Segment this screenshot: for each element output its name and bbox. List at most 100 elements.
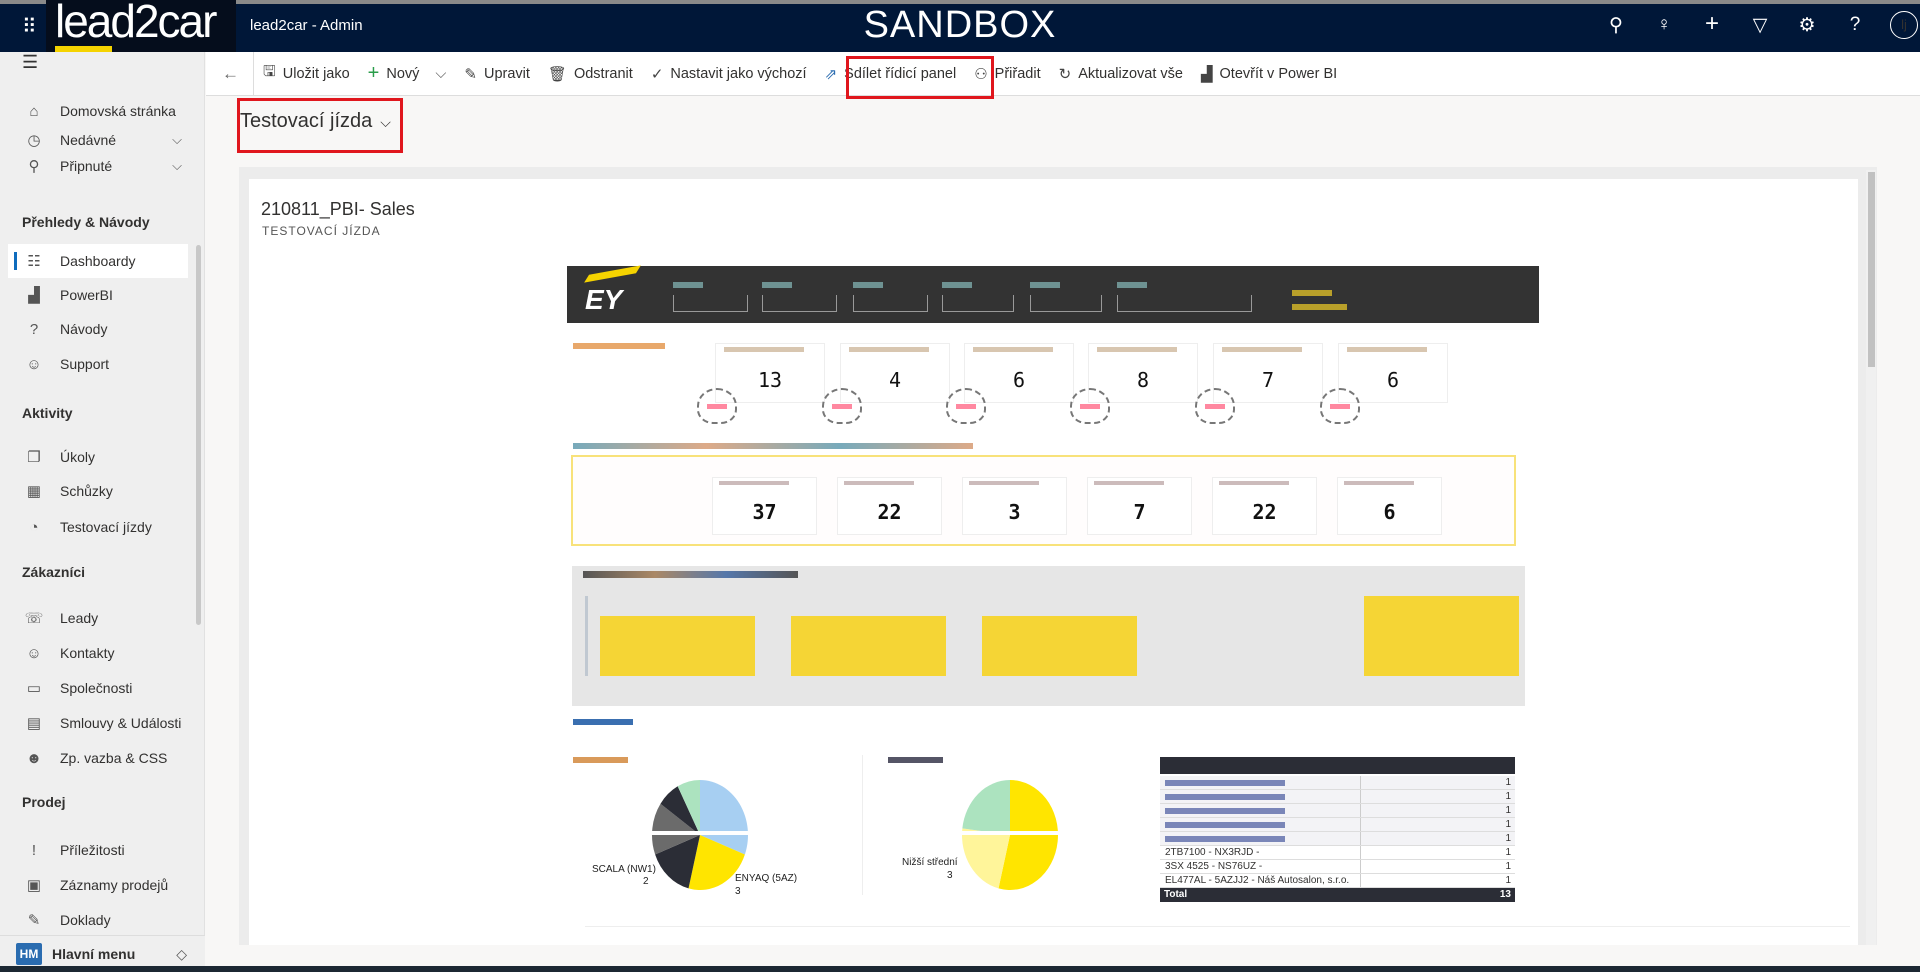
pencil-icon: ✎ bbox=[464, 65, 477, 83]
sidebar-item-test-drives[interactable]: ◔ Testovací jízdy bbox=[8, 510, 188, 544]
gauge bbox=[822, 388, 862, 424]
logo[interactable]: lead2car bbox=[55, 0, 217, 47]
ey-logo: EY bbox=[585, 284, 623, 315]
divider bbox=[862, 755, 863, 895]
delete-button[interactable]: 🗑 Odstranit bbox=[539, 52, 642, 96]
sidebar-item-support[interactable]: ☺ Support bbox=[8, 347, 188, 381]
sidebar-item-tasks[interactable]: ❐ Úkoly bbox=[8, 440, 188, 474]
kpi-label bbox=[1219, 481, 1289, 485]
plus-icon[interactable]: + bbox=[1704, 10, 1719, 37]
table-cell-value: 1 bbox=[1505, 861, 1511, 872]
assign-label: Přiřadit bbox=[994, 65, 1041, 82]
column-divider bbox=[1360, 860, 1361, 873]
sidebar-section-heading: Přehledy & Návody bbox=[22, 214, 150, 230]
report-scrollbar[interactable] bbox=[1866, 170, 1876, 945]
column-divider bbox=[1360, 790, 1361, 803]
table-row: 1 bbox=[1160, 832, 1515, 846]
settings-icon[interactable]: ⚙ bbox=[1798, 15, 1816, 36]
filter-slicer[interactable] bbox=[942, 295, 1014, 312]
sidebar-item-documents[interactable]: ✎ Doklady bbox=[8, 903, 188, 937]
new-button[interactable]: + Nový ⌵ bbox=[359, 52, 456, 96]
sidebar-item-opportunities[interactable]: ! Příležitosti bbox=[8, 833, 188, 867]
sidebar-item-label: Smlouvy & Události bbox=[60, 715, 182, 731]
share-dashboard-button[interactable]: ⇗ Sdílet řídicí panel bbox=[816, 52, 966, 96]
chevron-down-icon[interactable]: ⌵ bbox=[435, 65, 447, 82]
table-cell-name bbox=[1165, 822, 1285, 828]
save-as-button[interactable]: 🖫 Uložit jako bbox=[254, 52, 359, 96]
report-scrollbar-thumb[interactable] bbox=[1868, 172, 1875, 367]
edit-button[interactable]: ✎ Upravit bbox=[455, 52, 539, 96]
home-icon: ⌂ bbox=[29, 102, 39, 120]
sidebar-item-recent[interactable]: ◷ Nedávné ⌵ bbox=[8, 123, 188, 157]
sidebar-item-home[interactable]: ⌂ Domovská stránka bbox=[8, 94, 188, 128]
section-heading bbox=[573, 343, 665, 349]
kpi-label bbox=[1347, 347, 1427, 352]
filter-slicer[interactable] bbox=[762, 295, 837, 312]
guides-icon: ? bbox=[29, 320, 39, 338]
hamburger-icon[interactable]: ☰ bbox=[22, 52, 39, 72]
sidebar-scrollbar[interactable] bbox=[196, 245, 201, 625]
chevron-down-icon[interactable]: ⌵ bbox=[172, 158, 182, 173]
kpi-label bbox=[973, 347, 1053, 352]
filter-slicer[interactable] bbox=[1117, 295, 1252, 312]
sidebar-item-dashboards[interactable]: ☷ Dashboardy bbox=[8, 244, 188, 278]
lightbulb-icon[interactable]: ♀ bbox=[1656, 14, 1672, 35]
slicer-label bbox=[762, 282, 792, 288]
app-name[interactable]: lead2car - Admin bbox=[250, 17, 363, 34]
sidebar-item-powerbi[interactable]: ▟ PowerBI bbox=[8, 278, 188, 312]
chevron-down-icon[interactable]: ⌵ bbox=[172, 132, 182, 147]
filter-slicer[interactable] bbox=[1030, 295, 1102, 312]
meetings-icon: ▦ bbox=[26, 483, 42, 500]
sidebar-item-meetings[interactable]: ▦ Schůzky bbox=[8, 474, 188, 508]
help-icon[interactable]: ? bbox=[1849, 14, 1861, 35]
filter-slicer[interactable] bbox=[853, 295, 928, 312]
kpi-label bbox=[1097, 347, 1177, 352]
sidebar-item-sales-records[interactable]: ▣ Záznamy prodejů bbox=[8, 868, 188, 902]
sidebar-item-label: Návody bbox=[60, 321, 108, 337]
save-as-label: Uložit jako bbox=[282, 65, 350, 82]
kpi-value: 6 bbox=[1386, 368, 1400, 392]
table-cell-value: 1 bbox=[1505, 819, 1511, 830]
kpi-card: 6 bbox=[1338, 343, 1448, 403]
avatar[interactable]: lj bbox=[1890, 11, 1918, 39]
table-cell-name: 2TB7100 - NX3RJD - bbox=[1165, 847, 1260, 858]
dashboard-selector[interactable]: Testovací jízda ⌵ bbox=[240, 110, 391, 133]
slicer-label bbox=[1030, 282, 1060, 288]
sidebar-item-contacts[interactable]: ☺ Kontakty bbox=[8, 636, 188, 670]
sidebar-item-label: Domovská stránka bbox=[60, 103, 176, 119]
refresh-all-button[interactable]: ↻ Aktualizovat vše bbox=[1050, 52, 1192, 96]
table-cell-value: 1 bbox=[1505, 791, 1511, 802]
taskbar bbox=[0, 966, 1920, 972]
app-launcher-icon[interactable]: ⠿ bbox=[22, 16, 37, 38]
sidebar: ☰ ⌂ Domovská stránka ◷ Nedávné ⌵ ⚲ Připnuté ⌵ Př… bbox=[0, 52, 205, 972]
sidebar-item-label: Připnuté bbox=[60, 158, 113, 174]
sidebar-section-heading: Prodej bbox=[22, 794, 66, 810]
sidebar-item-companies[interactable]: ▭ Společnosti bbox=[8, 671, 188, 705]
assign-button[interactable]: ⚇ Přiřadit bbox=[965, 52, 1049, 96]
top-bar bbox=[0, 4, 1920, 52]
sidebar-item-leads[interactable]: ☏ Leady bbox=[8, 601, 188, 635]
sidebar-item-guides[interactable]: ? Návody bbox=[8, 312, 188, 346]
area-switcher[interactable]: HM Hlavní menu ◇ bbox=[0, 935, 205, 972]
kpi-label bbox=[1222, 347, 1302, 352]
sidebar-item-feedback[interactable]: ☻ Zp. vazba & CSS bbox=[8, 741, 188, 775]
feedback-icon: ☻ bbox=[26, 749, 42, 767]
pie-value: 3 bbox=[947, 870, 953, 881]
tasks-icon: ❐ bbox=[27, 449, 41, 466]
sidebar-item-contracts[interactable]: ▤ Smlouvy & Události bbox=[8, 706, 188, 740]
gauge bbox=[1320, 388, 1360, 424]
open-in-powerbi-button[interactable]: ▟ Otevřít v Power BI bbox=[1192, 52, 1346, 96]
opportunities-icon: ! bbox=[31, 841, 37, 859]
back-button[interactable]: ← bbox=[206, 51, 254, 96]
kpi-card: 6 bbox=[964, 343, 1074, 403]
column-divider bbox=[1360, 832, 1361, 845]
search-icon[interactable]: ⚲ bbox=[1609, 15, 1623, 36]
pie-label: ENYAQ (5AZ) bbox=[735, 873, 798, 884]
filter-slicer[interactable] bbox=[673, 295, 748, 312]
bar bbox=[982, 616, 1137, 676]
sales-records-icon: ▣ bbox=[26, 877, 42, 894]
set-default-button[interactable]: ✓ Nastavit jako výchozí bbox=[642, 52, 816, 96]
sidebar-item-pinned[interactable]: ⚲ Připnuté ⌵ bbox=[8, 149, 188, 183]
filter-icon[interactable]: ▽ bbox=[1752, 15, 1768, 36]
sidebar-item-label: Úkoly bbox=[60, 449, 96, 465]
